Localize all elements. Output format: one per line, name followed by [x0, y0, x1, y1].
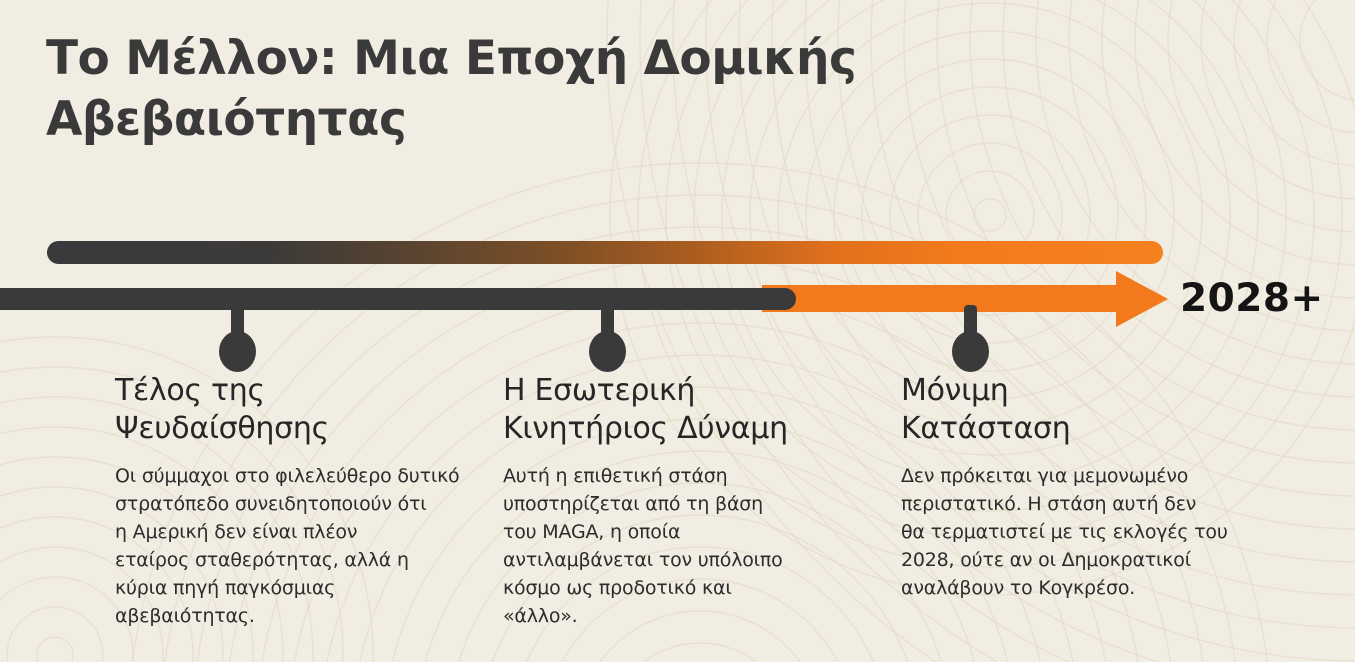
milestone-column-1: Τέλος της Ψευδαίσθησης Οι σύμμαχοι στο φ…	[115, 372, 495, 631]
milestone-stem	[601, 305, 614, 339]
milestone-heading: Η Εσωτερική Κινητήριος Δύναμη	[503, 373, 788, 447]
milestone-dot-icon	[589, 331, 626, 372]
arrow-right-icon	[1116, 271, 1168, 327]
milestone-heading: Τέλος της Ψευδαίσθησης	[115, 373, 329, 447]
milestone-column-2: Η Εσωτερική Κινητήριος Δύναμη Αυτή η επι…	[503, 372, 883, 631]
milestone-body: Οι σύμμαχοι στο φιλελεύθερο δυτικό στρατ…	[115, 465, 460, 627]
milestone-body: Αυτή η επιθετική στάση υποστηρίζεται από…	[503, 465, 783, 627]
milestone-stem	[231, 305, 244, 339]
page-title: Το Μέλλον: Μια Εποχή Δομικής Αβεβαιότητα…	[46, 31, 857, 148]
milestone-body: Δεν πρόκειται για μεμονωμένο περιστατικό…	[901, 465, 1228, 599]
milestone-stem	[964, 305, 977, 339]
gradient-timeline-bar	[47, 241, 1163, 264]
milestone-dot-icon	[219, 331, 256, 372]
milestone-heading: Μόνιμη Κατάσταση	[901, 373, 1071, 447]
timeline-main-bar	[0, 288, 796, 310]
timeline-arrow-shaft	[762, 285, 1118, 312]
timeline-end-label: 2028+	[1180, 276, 1324, 321]
milestone-dot-icon	[952, 331, 989, 372]
milestone-column-3: Μόνιμη Κατάσταση Δεν πρόκειται για μεμον…	[901, 372, 1281, 603]
